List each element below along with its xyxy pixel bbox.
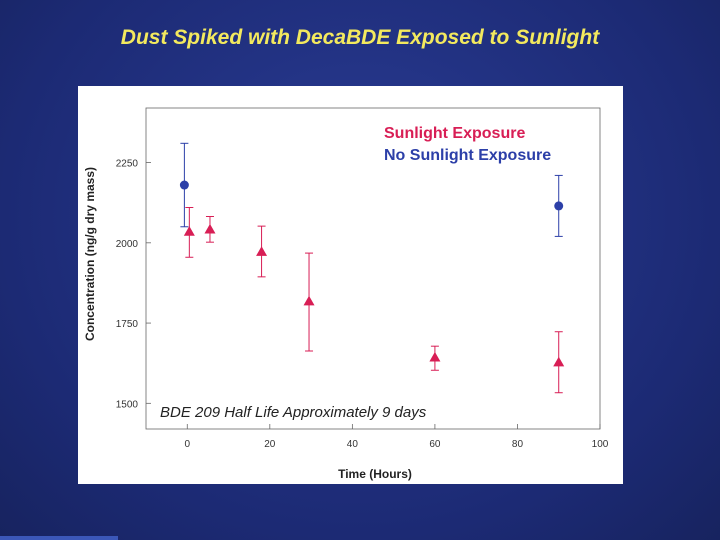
series-1-point-1 — [554, 174, 564, 237]
scatter-chart: 1500 1750 2000 2250 0 20 40 60 80 100 Sunlight Ex… — [83, 107, 609, 481]
series-0-point-0 — [183, 207, 195, 258]
x-tick-label-60: 60 — [429, 439, 441, 450]
y-tick-label-2250: 2250 — [116, 159, 139, 170]
y-axis-label: Concentration (ng/g dry mass) — [83, 167, 97, 341]
x-tick-label-100: 100 — [592, 439, 609, 450]
plot-frame — [145, 107, 601, 430]
series-0-point-5 — [553, 331, 565, 394]
legend-entry-sunlight: Sunlight Exposure — [384, 125, 525, 142]
x-axis-label: Time (Hours) — [338, 467, 412, 481]
triangle-marker — [429, 351, 441, 362]
triangle-marker — [256, 246, 268, 256]
x-tick-label-20: 20 — [264, 439, 276, 450]
series-1-point-0 — [179, 142, 189, 228]
chart-panel: 1500 1750 2000 2250 0 20 40 60 80 100 Sunlight Ex… — [78, 86, 623, 484]
triangle-marker — [303, 295, 315, 306]
slide-title: Dust Spiked with DecaBDE Exposed to Sunl… — [120, 26, 600, 49]
series-0-point-1 — [204, 215, 216, 243]
y-tick-label-2000: 2000 — [116, 239, 139, 250]
x-tick-label-40: 40 — [347, 439, 359, 450]
plot-border — [145, 107, 601, 430]
data-marks — [179, 142, 565, 394]
axis-ticks: 1500 1750 2000 2250 0 20 40 60 80 100 — [116, 159, 609, 450]
legend: Sunlight Exposure No Sunlight Exposure — [384, 125, 551, 164]
triangle-marker — [553, 356, 565, 367]
half-life-annotation: BDE 209 Half Life Approximately 9 days — [160, 404, 427, 421]
series-0-point-3 — [303, 252, 315, 352]
triangle-marker — [204, 223, 216, 234]
circle-marker — [179, 180, 189, 190]
legend-entry-no-sunlight: No Sunlight Exposure — [384, 147, 551, 164]
series-0-point-2 — [256, 225, 268, 278]
circle-marker — [554, 201, 564, 211]
bottom-strip — [0, 536, 118, 540]
series-0-point-4 — [429, 345, 441, 371]
y-tick-label-1500: 1500 — [116, 399, 139, 410]
triangle-marker — [183, 226, 195, 236]
y-tick-label-1750: 1750 — [116, 319, 139, 330]
x-tick-label-80: 80 — [512, 439, 524, 450]
x-tick-label-0: 0 — [184, 439, 190, 450]
